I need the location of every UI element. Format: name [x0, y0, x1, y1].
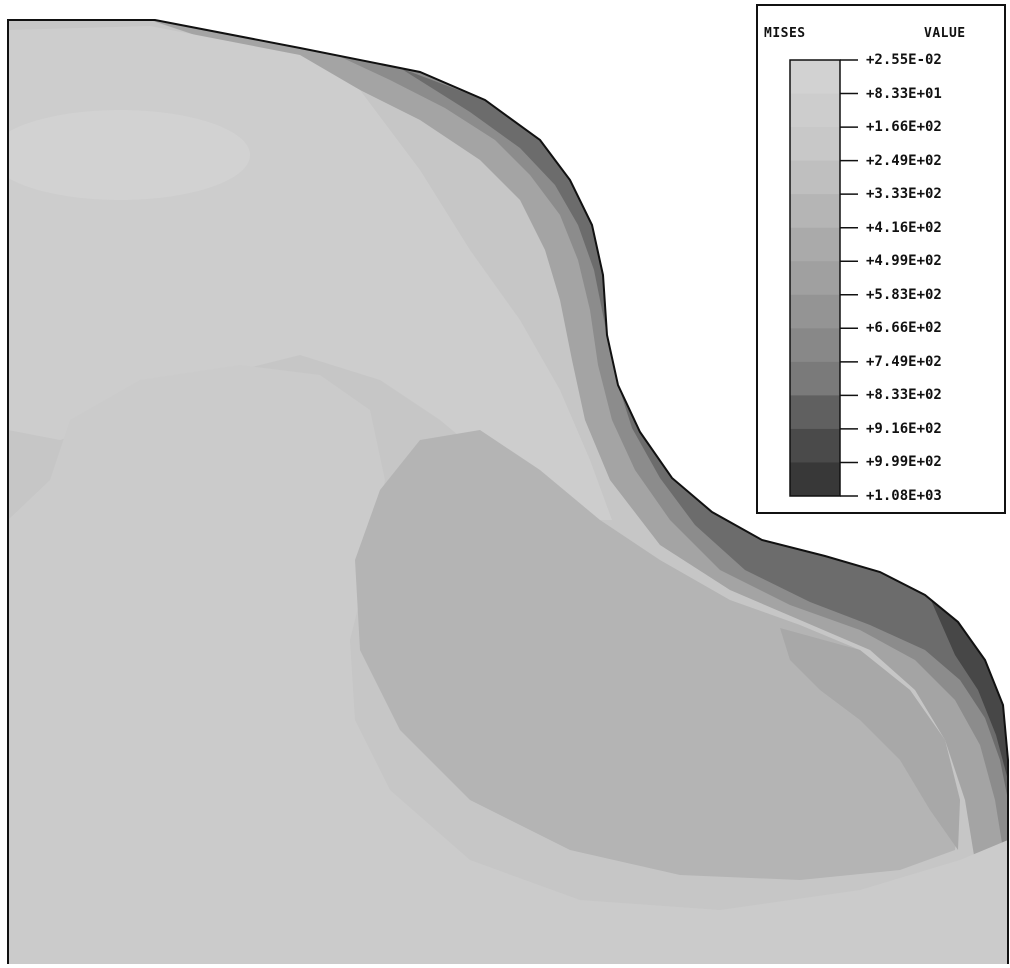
- legend-swatch: [790, 227, 840, 262]
- legend-header: MISES VALUE: [758, 26, 1004, 46]
- legend-bar-border: [789, 59, 841, 497]
- band-edge-4: [930, 598, 1008, 780]
- legend-swatch: [790, 428, 840, 463]
- legend-bar-svg: [789, 59, 858, 497]
- legend-tick-label: +4.99E+02: [866, 253, 942, 270]
- legend-swatch: [790, 328, 840, 363]
- legend-tick-label: +4.16E+02: [866, 219, 942, 236]
- legend-tick-label: +9.16E+02: [866, 420, 942, 437]
- legend-swatch: [790, 261, 840, 296]
- legend-tick-label: +5.83E+02: [866, 286, 942, 303]
- legend-swatch: [790, 194, 840, 229]
- legend-swatch: [790, 93, 840, 128]
- legend-swatch: [790, 361, 840, 396]
- legend-tick-label: +1.08E+03: [866, 488, 942, 504]
- part-outline: [7, 19, 1009, 964]
- legend-variable-label: MISES: [764, 26, 806, 41]
- band-mid-darker: [780, 628, 960, 850]
- legend-tick-label: +1.66E+02: [866, 119, 942, 136]
- band-edge-3: [400, 68, 1008, 800]
- legend-swatch: [790, 462, 840, 497]
- legend-tick-label: +2.55E-02: [866, 52, 942, 68]
- legend-value-label: VALUE: [924, 26, 966, 41]
- legend-tick-label: +8.33E+02: [866, 387, 942, 404]
- band-mid-dark: [355, 430, 960, 880]
- legend-color-scale: +2.55E-02 +8.33E+01 +1.66E+02 +2.49E+02 +3.3…: [758, 6, 1004, 512]
- legend-tick-label: +2.49E+02: [866, 152, 942, 169]
- legend-tick-label: +6.66E+02: [866, 320, 942, 337]
- band-top-core: [8, 110, 250, 200]
- band-left-center-light: [8, 365, 1008, 964]
- legend-swatch: [790, 60, 840, 95]
- legend-tick-label: +9.99E+02: [866, 454, 942, 471]
- legend-swatch: [790, 160, 840, 195]
- legend-tick-label: +7.49E+02: [866, 353, 942, 370]
- legend-swatch: [790, 395, 840, 430]
- legend-swatch: [790, 127, 840, 162]
- legend-panel: MISES VALUE +2.55E-02 +8.33E+01 +1.66E+02 +…: [756, 4, 1006, 514]
- contour-bands: [8, 20, 1008, 964]
- legend-tick-label: +3.33E+02: [866, 186, 942, 203]
- legend-swatch: [790, 294, 840, 329]
- legend-tick-label: +8.33E+01: [866, 85, 942, 102]
